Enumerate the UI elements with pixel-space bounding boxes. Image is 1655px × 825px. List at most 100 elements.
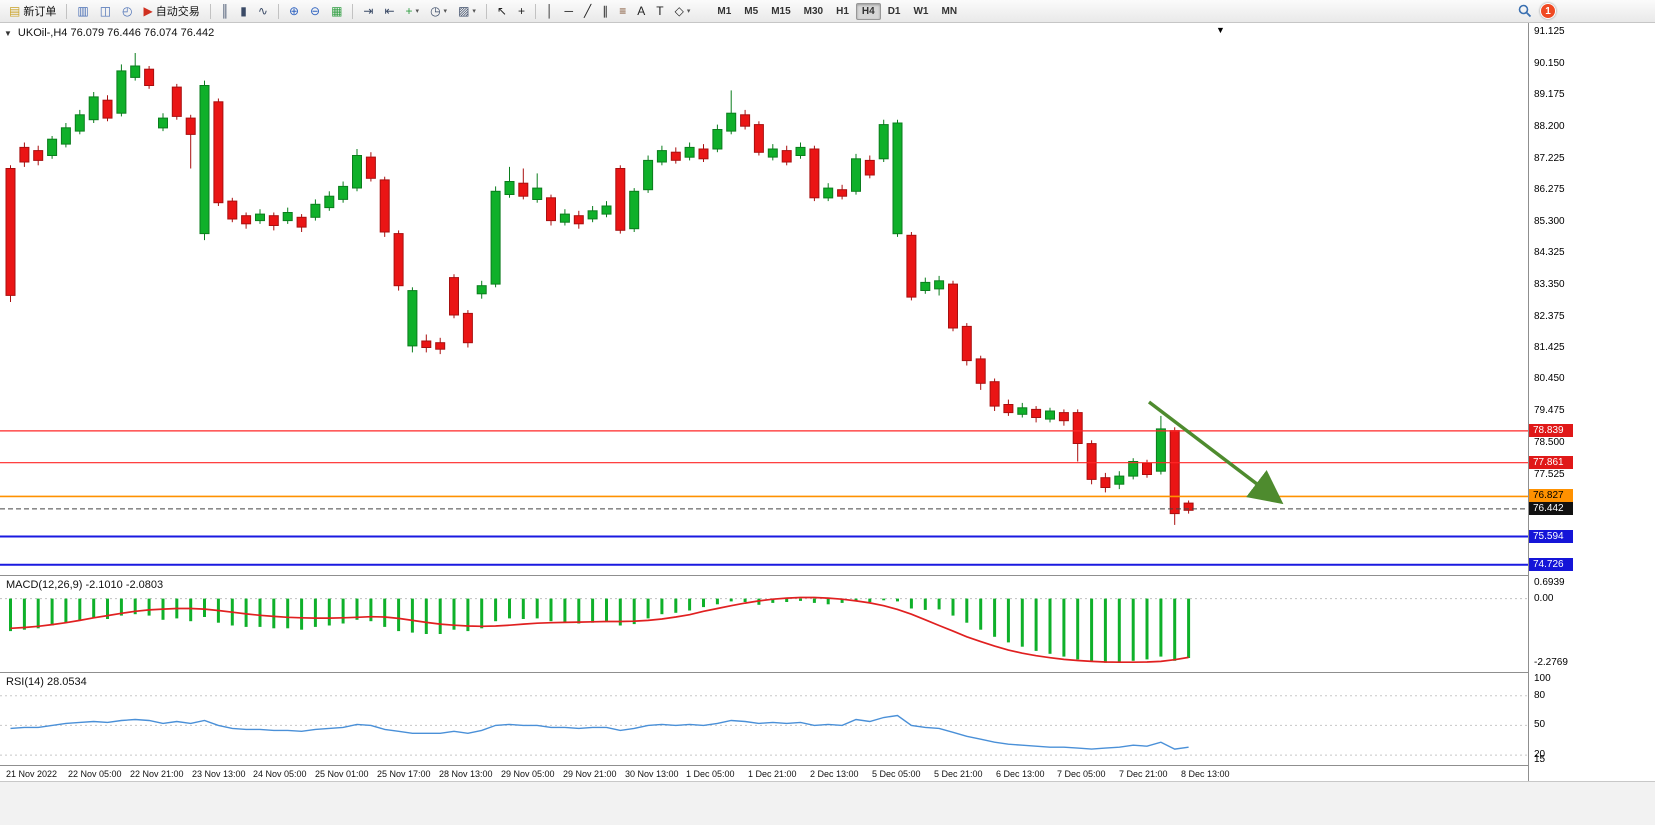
timeframe-m30-button[interactable]: M30 (803, 5, 824, 17)
trendline-button[interactable]: ╱ (579, 2, 596, 21)
rsi-axis-label: 15 (1534, 754, 1546, 765)
dropdown-caret-icon: ▾ (686, 8, 691, 15)
price-axis-tick: 84.325 (1534, 247, 1565, 258)
toolbar-separator (277, 3, 279, 19)
time-axis[interactable]: 21 Nov 2022 22 Nov 05:00 22 Nov 21:00 23 No… (0, 765, 1528, 781)
price-line-badge: 75.594 (1529, 530, 1573, 543)
macd-panel[interactable]: MACD(12,26,9) -2.1010 -2.0803 (0, 575, 1528, 672)
cursor-button[interactable]: ↖ (492, 2, 512, 21)
text-button[interactable]: A (632, 2, 650, 21)
rsi-axis-label: 80 (1534, 690, 1546, 701)
timeframe-mn-button[interactable]: MN (941, 5, 958, 17)
shapes-button[interactable]: ◇ ▾ (670, 2, 696, 21)
price-axis-tick: 85.300 (1534, 216, 1565, 227)
macd-axis-label: 0.6939 (1534, 577, 1565, 588)
period-button[interactable]: ◷ ▾ (425, 2, 452, 21)
price-axis-tick: 82.375 (1534, 311, 1565, 322)
price-axis-tick: 83.350 (1534, 279, 1565, 290)
timeframe-w1-button[interactable]: W1 (913, 5, 929, 17)
time-axis-label: 23 Nov 13:00 (192, 769, 246, 779)
price-axis-tick: 90.150 (1534, 58, 1565, 69)
rsi-label: RSI(14) 28.0534 (6, 676, 87, 688)
timeframe-m5-button[interactable]: M5 (744, 5, 759, 17)
chart-shift-icon: ⇤ (384, 4, 395, 18)
search-icon[interactable] (1518, 4, 1532, 18)
price-axis-tick: 81.425 (1534, 342, 1565, 353)
price-axis-tick: 86.275 (1534, 184, 1565, 195)
time-axis-label: 29 Nov 05:00 (501, 769, 555, 779)
rsi-axis-label: 100 (1534, 673, 1551, 684)
price-line-badge: 78.839 (1529, 424, 1573, 437)
timeframe-m15-button[interactable]: M15 (771, 5, 791, 17)
dropdown-caret-icon: ▾ (472, 8, 476, 15)
autotrade-icon: ▶ (143, 4, 153, 18)
bar-chart-icon: ║ (220, 4, 230, 18)
price-axis-tick: 80.450 (1534, 373, 1565, 384)
label-icon: T (656, 4, 664, 18)
line-chart-icon: ∿ (257, 4, 268, 18)
price-line-badge: 74.726 (1529, 558, 1573, 571)
price-axis-tick: 77.525 (1534, 469, 1565, 480)
time-axis-label: 22 Nov 21:00 (130, 769, 184, 779)
shapes-icon: ◇ (674, 4, 684, 18)
autotrade-button-label: 自动交易 (155, 6, 200, 18)
tile-windows-button[interactable]: ▦ (326, 2, 347, 21)
one-click-trading-expander-icon[interactable]: ▼ (4, 28, 12, 38)
rsi-panel[interactable]: RSI(14) 28.0534 (0, 672, 1528, 765)
toolbar-separator (535, 3, 536, 19)
data-window-button[interactable]: ◫ (95, 2, 116, 21)
chart-title: ▼ UKOil-,H4 76.079 76.446 76.074 76.442 (4, 27, 214, 39)
tile-windows-icon: ▦ (331, 4, 343, 18)
price-chart-panel[interactable]: ▼ UKOil-,H4 76.079 76.446 76.074 76.442 … (0, 23, 1528, 575)
price-line-badge: 76.442 (1529, 502, 1573, 515)
horizontal-line-button[interactable]: ─ (560, 2, 579, 21)
chart-scroll-marker-icon: ▼ (1216, 25, 1225, 35)
time-axis-label: 24 Nov 05:00 (253, 769, 307, 779)
time-axis-label: 25 Nov 01:00 (315, 769, 369, 779)
timeframe-m1-button[interactable]: M1 (717, 5, 732, 17)
rsi-axis-label: 50 (1534, 719, 1546, 730)
timeframe-toolbar: M1 M5 M15 M30 H1 H4 D1 W1 MN (711, 2, 963, 20)
timeframe-h1-button[interactable]: H1 (836, 5, 849, 17)
price-axis[interactable]: 91.125 90.150 89.175 88.200 87.225 86.275 85.3… (1528, 23, 1655, 781)
toolbar-separator (66, 3, 68, 19)
new-object-button[interactable]: + ▾ (401, 2, 425, 21)
bottom-strip (0, 781, 1655, 825)
new-order-button-label: 新订单 (23, 6, 57, 18)
autotrade-button[interactable]: ▶ 自动交易 (139, 2, 205, 21)
vertical-line-button[interactable]: │ (541, 2, 559, 21)
plus-icon: + (405, 4, 413, 18)
rsi-axis-label: 20 (1534, 749, 1546, 760)
zoom-in-button[interactable]: ⊕ (284, 2, 304, 21)
channel-button[interactable]: ∥ (597, 2, 613, 21)
crosshair-button[interactable]: + (513, 2, 530, 21)
market-watch-icon: ▥ (77, 4, 89, 18)
bar-chart-mode-button[interactable]: ║ (216, 2, 235, 21)
price-axis-tick: 79.475 (1534, 405, 1565, 416)
zoom-out-button[interactable]: ⊖ (305, 2, 325, 21)
price-axis-tick: 88.200 (1534, 121, 1565, 132)
candlestick-mode-button[interactable]: ▮ (235, 2, 252, 21)
chart-shift-button[interactable]: ⇤ (379, 2, 399, 21)
auto-scroll-button[interactable]: ⇥ (358, 2, 378, 21)
toolbar-separator (352, 3, 354, 19)
price-line-badge: 77.861 (1529, 456, 1573, 469)
strategy-tester-button[interactable]: ◴ (117, 2, 137, 21)
time-axis-label: 6 Dec 13:00 (996, 769, 1045, 779)
timeframe-d1-button[interactable]: D1 (887, 5, 901, 17)
new-order-button[interactable]: ▤ 新订单 (4, 2, 61, 21)
data-window-icon: ◫ (99, 4, 112, 18)
indicators-button[interactable]: ▨ ▾ (453, 2, 481, 21)
order-ticket-icon: ▤ (9, 4, 21, 18)
rsi-chart (0, 695, 1528, 756)
channel-icon: ∥ (602, 4, 609, 18)
label-button[interactable]: T (651, 2, 668, 21)
candlestick-chart[interactable] (0, 23, 1528, 575)
line-chart-mode-button[interactable]: ∿ (253, 2, 273, 21)
timeframe-h4-button[interactable]: H4 (855, 2, 881, 20)
time-axis-label: 22 Nov 05:00 (68, 769, 122, 779)
market-watch-button[interactable]: ▥ (72, 2, 93, 21)
notification-badge[interactable]: 1 (1540, 3, 1556, 19)
strategy-tester-icon: ◴ (122, 4, 133, 18)
fibonacci-button[interactable]: ≡ (614, 2, 631, 21)
